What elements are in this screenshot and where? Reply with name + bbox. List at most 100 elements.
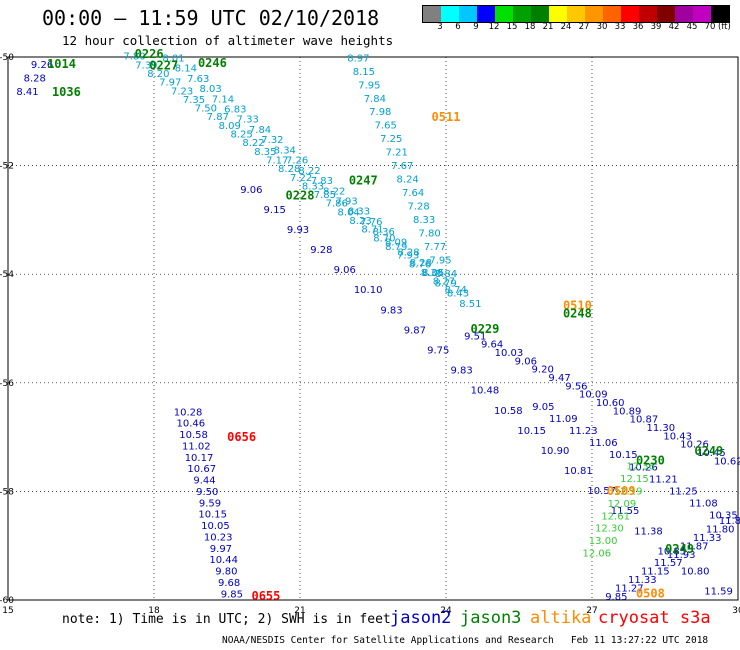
wave-height-label: 8.27 xyxy=(433,277,455,288)
x-tick-label: 30 xyxy=(732,606,740,616)
wave-height-label: 7.76 xyxy=(360,217,382,228)
time-label: 0509 xyxy=(607,484,636,498)
wave-height-label: 8.14 xyxy=(175,64,197,75)
wave-height-label: 7.80 xyxy=(418,228,440,239)
wave-height-label: 8.33 xyxy=(302,181,324,192)
wave-height-label: 9.83 xyxy=(380,305,402,316)
colorbar-swatch xyxy=(639,6,657,22)
wave-height-label: 10.35 xyxy=(709,511,738,522)
time-label: 0227 xyxy=(149,58,178,72)
wave-height-label: 9.83 xyxy=(450,366,472,377)
wave-height-label: 7.21 xyxy=(386,148,408,159)
wave-height-label: 8.71 xyxy=(361,225,383,236)
colorbar-swatch xyxy=(423,6,441,22)
colorbar-label: 6 xyxy=(455,22,461,32)
wave-height-label: 11.57 xyxy=(654,558,683,569)
wave-height-label: 9.28 xyxy=(310,245,332,256)
wave-height-label: 11.25 xyxy=(669,486,698,497)
wave-height-label: 9.80 xyxy=(215,567,237,578)
wave-height-label: 7.32 xyxy=(261,135,283,146)
wave-height-label: 9.51 xyxy=(464,331,486,342)
wave-height-label: 11.80 xyxy=(706,524,735,535)
wave-height-label: 7.85 xyxy=(314,190,336,201)
colorbar-swatch xyxy=(675,6,693,22)
wave-height-label: 7.25 xyxy=(380,134,402,145)
colorbar-label: 30 xyxy=(596,22,608,32)
wave-height-label: 9.47 xyxy=(548,373,570,384)
colorbar-swatch xyxy=(513,6,531,22)
wave-height-label: 11.27 xyxy=(615,584,644,595)
wave-height-label: 11.30 xyxy=(646,423,675,434)
wave-height-label: 10.81 xyxy=(564,466,593,477)
colorbar-label: 42 xyxy=(668,22,680,32)
wave-height-label: 11.33 xyxy=(693,533,722,544)
time-label: 0247 xyxy=(349,174,378,188)
colorbar-unit: (ft) xyxy=(718,22,731,32)
page-title: 00:00 – 11:59 UTC 02/10/2018 xyxy=(42,6,380,30)
wave-height-label: 9.50 xyxy=(196,487,218,498)
wave-height-label: 7.86 xyxy=(326,199,348,210)
wave-height-label: 10.26 xyxy=(680,440,709,451)
wave-height-label: 9.64 xyxy=(481,340,503,351)
wave-height-label: 10.57 xyxy=(587,486,616,497)
colorbar-label: 24 xyxy=(560,22,572,32)
wave-height-label: 11.59 xyxy=(704,587,733,598)
wave-height-label: 8.23 xyxy=(349,216,371,227)
wave-height-label: 7.64 xyxy=(402,188,424,199)
wave-height-label: 8.09 xyxy=(219,121,241,132)
wave-height-label: 10.80 xyxy=(681,566,710,577)
wave-height-label: 7.93 xyxy=(397,251,419,262)
wave-height-label: 8.03 xyxy=(199,84,221,95)
wave-height-label: 11.87 xyxy=(680,541,709,552)
wave-height-label: 10.44 xyxy=(209,555,238,566)
time-label: 0230 xyxy=(636,453,665,467)
wave-height-label: 9.87 xyxy=(404,325,426,336)
colorbar-swatch xyxy=(549,6,567,22)
colorbar-swatch xyxy=(477,6,495,22)
note-text: note: 1) Time is in UTC; 2) SWH is in fe… xyxy=(62,612,391,627)
wave-height-label: 10.67 xyxy=(187,464,216,475)
wave-height-label: 10.87 xyxy=(630,415,659,426)
time-label: 0249 xyxy=(665,542,694,556)
wave-height-label: 7.65 xyxy=(375,121,397,132)
wave-height-label: 7.35 xyxy=(183,95,205,106)
wave-height-label: 8.76 xyxy=(409,259,431,270)
wave-height-label: 10.62 xyxy=(714,456,740,467)
wave-height-label: 7.50 xyxy=(195,104,217,115)
time-label: 0229 xyxy=(470,322,499,336)
plot-frame xyxy=(7,56,739,601)
wave-height-label: 8.51 xyxy=(459,299,481,310)
wave-height-label: 8.05 xyxy=(422,268,444,279)
wave-height-label: 7.63 xyxy=(187,74,209,85)
y-tick-label: -50 xyxy=(0,53,14,63)
wave-height-label: 12.36 xyxy=(626,462,655,473)
wave-height-label: 8.22 xyxy=(323,186,345,197)
wave-height-label: 8.15 xyxy=(353,67,375,78)
wave-height-label: 8.74 xyxy=(445,285,467,296)
wave-height-label: 6.83 xyxy=(224,104,246,115)
wave-height-label: 8.22 xyxy=(242,138,264,149)
wave-height-label: 9.75 xyxy=(427,345,449,356)
wave-height-label: 10.26 xyxy=(629,462,658,473)
wave-height-label: 9.56 xyxy=(565,381,587,392)
wave-height-label: 10.15 xyxy=(517,426,546,437)
wave-height-label: 9.20 xyxy=(532,365,554,376)
wave-height-label: 8.38 xyxy=(421,268,443,279)
wave-height-label: 9.59 xyxy=(199,498,221,509)
wave-height-label: 10.83 xyxy=(657,546,686,557)
wave-height-label: 10.15 xyxy=(198,510,227,521)
wave-height-label: 8.28 xyxy=(278,164,300,175)
colorbar xyxy=(422,5,730,23)
wave-height-label: 8.97 xyxy=(347,53,369,64)
wave-height-label: 10.17 xyxy=(185,453,214,464)
time-label: 0248 xyxy=(563,307,592,321)
wave-height-label: 12.06 xyxy=(583,549,612,560)
wave-height-label: 7.83 xyxy=(311,176,333,187)
wave-height-label: 7.84 xyxy=(364,94,386,105)
wave-height-label: 7.87 xyxy=(207,112,229,123)
colorbar-swatch xyxy=(567,6,585,22)
wave-height-label: 8.20 xyxy=(147,69,169,80)
colorbar-label: 12 xyxy=(488,22,500,32)
colorbar-label: 9 xyxy=(473,22,479,32)
wave-height-label: 7.23 xyxy=(171,86,193,97)
